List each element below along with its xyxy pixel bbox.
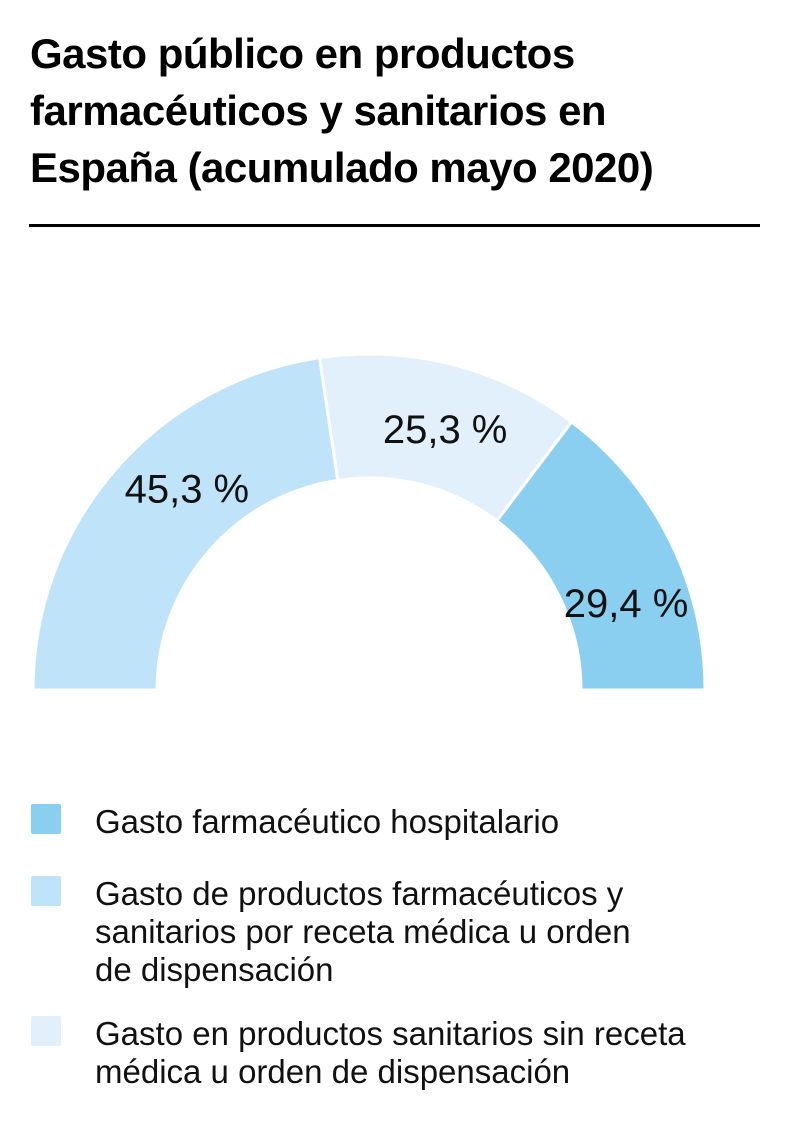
legend-label: Gasto de productos farmacéuticos y sanita…	[95, 875, 631, 989]
legend-label-line: Gasto farmacéutico hospitalario	[95, 803, 560, 840]
donut-labels: 45,3 % 25,3 % 29,4 %	[125, 408, 689, 626]
legend-label: Gasto en productos sanitarios sin receta…	[95, 1015, 686, 1091]
legend-swatch	[31, 876, 61, 906]
donut-slice-label-0: 45,3 %	[125, 467, 250, 511]
legend-swatch	[31, 1016, 61, 1046]
donut-slice-label-2: 29,4 %	[564, 582, 689, 626]
legend-label-line: de dispensación	[95, 951, 334, 988]
chart-title: Gasto público en productos farmacéuticos…	[30, 25, 654, 196]
donut-slice-2	[494, 419, 707, 692]
chart-title-line-2: farmacéuticos y sanitarios en	[30, 87, 607, 134]
legend-item-0: Gasto farmacéutico hospitalario	[31, 803, 686, 841]
chart-title-line-1: Gasto público en productos	[30, 30, 575, 77]
legend-swatch	[31, 804, 61, 834]
legend-label-line: sanitarios por receta médica u orden	[95, 913, 631, 950]
legend-item-1: Gasto de productos farmacéuticos y sanita…	[31, 875, 686, 989]
chart-title-line-3: España (acumulado mayo 2020)	[30, 144, 654, 191]
half-donut-chart: 45,3 % 25,3 % 29,4 %	[31, 352, 707, 692]
donut-slice-label-1: 25,3 %	[383, 408, 508, 452]
legend-label-line: médica u orden de dispensación	[95, 1053, 571, 1090]
title-underline	[29, 224, 760, 227]
legend-label-line: Gasto de productos farmacéuticos y	[95, 875, 624, 912]
legend-label: Gasto farmacéutico hospitalario	[95, 803, 559, 841]
donut-slices	[31, 352, 707, 692]
legend: Gasto farmacéutico hospitalario Gasto de …	[31, 803, 686, 1091]
legend-label-line: Gasto en productos sanitarios sin receta	[95, 1015, 686, 1052]
donut-slice-0	[31, 355, 340, 692]
legend-item-2: Gasto en productos sanitarios sin receta…	[31, 1015, 686, 1091]
